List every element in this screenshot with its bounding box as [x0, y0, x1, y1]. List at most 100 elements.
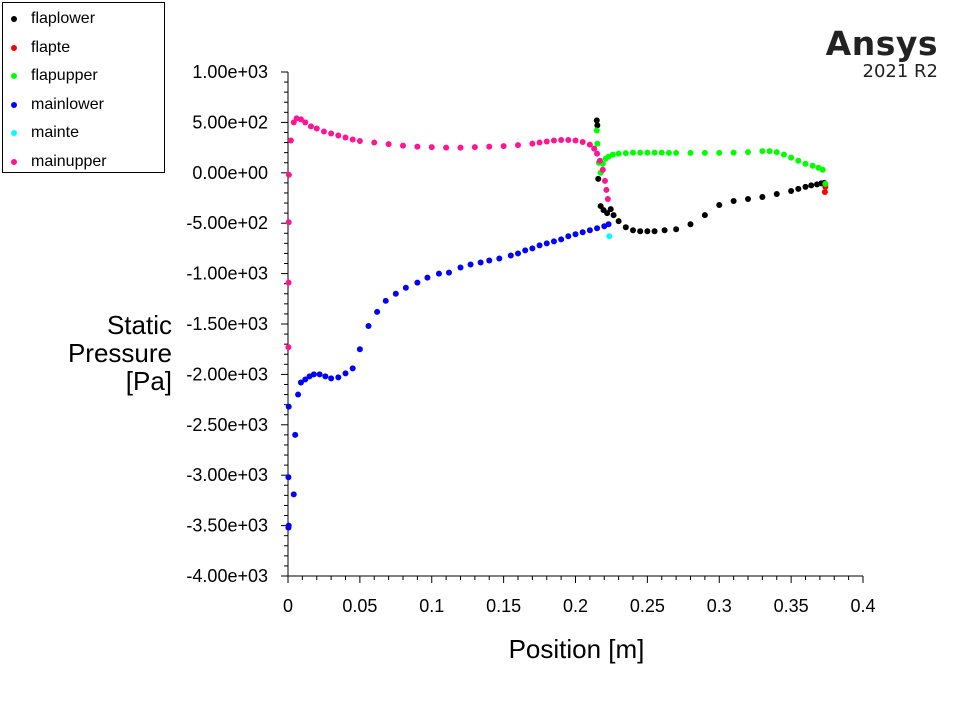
point-flapupper — [745, 149, 751, 156]
brand-name: Ansys — [825, 24, 938, 63]
point-mainlower — [515, 250, 521, 257]
point-mainlower — [322, 373, 329, 380]
legend-marker — [11, 130, 17, 136]
point-flaplower — [610, 212, 617, 219]
point-flaplower — [637, 228, 644, 235]
point-mainlower — [316, 371, 323, 378]
legend: flaplower flapte flapupper mainlower mainte m… — [2, 2, 165, 173]
legend-item-flaplower: flaplower — [11, 9, 95, 29]
point-flapupper — [773, 149, 780, 156]
point-mainupper — [342, 134, 349, 141]
point-mainupper — [543, 138, 550, 145]
point-flapupper — [716, 149, 723, 156]
point-mainlower — [446, 269, 452, 276]
legend-marker — [11, 158, 17, 165]
point-flapupper — [809, 162, 816, 169]
point-flaplower — [795, 185, 802, 192]
point-flapupper — [644, 149, 651, 156]
legend-marker — [11, 16, 17, 22]
point-mainlower — [558, 236, 565, 243]
point-mainlower — [290, 491, 297, 498]
x-tick-label: 0.15 — [486, 596, 521, 616]
y-tick-label: 0.00e+00 — [192, 163, 268, 183]
point-mainupper — [313, 125, 320, 132]
point-mainupper — [328, 130, 335, 137]
point-mainlower — [594, 225, 601, 232]
x-tick-label: 0.35 — [774, 596, 809, 616]
axes — [287, 72, 863, 577]
legend-label: flaplower — [31, 10, 96, 27]
point-mainupper — [349, 136, 356, 143]
point-mainupper — [565, 137, 572, 144]
point-mainupper — [287, 137, 294, 144]
ansys-logo: Ansys 2021 R2 — [826, 24, 938, 82]
point-mainupper — [457, 144, 464, 151]
point-flaplower — [607, 206, 614, 213]
legend-label: flapte — [31, 38, 71, 56]
point-flapupper — [665, 149, 672, 156]
point-mainupper — [385, 141, 392, 148]
y-tick-label: -2.00e+03 — [186, 364, 268, 384]
point-mainlower — [349, 365, 356, 372]
point-mainlower — [457, 264, 464, 271]
point-mainlower — [285, 522, 292, 529]
point-mainupper — [443, 144, 450, 151]
point-mainlower — [529, 245, 536, 252]
point-mainupper — [302, 119, 309, 126]
legend-item-mainte: mainte — [11, 123, 79, 143]
y-tick-label: 1.00e+03 — [192, 62, 268, 82]
x-tick-label: 0.1 — [419, 596, 444, 616]
point-flaplower — [673, 226, 680, 233]
point-flaplower — [759, 193, 766, 200]
point-mainupper — [285, 279, 292, 286]
legend-label: flapupper — [31, 67, 98, 84]
legend-marker — [11, 44, 17, 51]
point-mainlower — [328, 375, 335, 382]
point-mainupper — [371, 139, 378, 146]
y-axis-label: [Pa] — [126, 366, 172, 396]
point-mainupper — [356, 138, 363, 145]
point-flaplower — [622, 224, 629, 231]
point-mainlower — [435, 270, 442, 277]
x-tick-label: 0.05 — [342, 596, 377, 616]
point-mainlower — [467, 261, 474, 268]
point-mainupper — [515, 142, 521, 149]
point-mainupper — [308, 123, 314, 130]
point-flaplower — [630, 227, 636, 234]
point-mainupper — [285, 171, 292, 178]
point-mainupper — [558, 137, 565, 144]
point-mainupper — [335, 132, 342, 139]
point-mainlower — [550, 238, 557, 245]
point-mainupper — [285, 219, 292, 226]
point-mainlower — [507, 252, 514, 259]
point-mainupper — [320, 128, 327, 135]
point-mainupper — [550, 137, 557, 144]
y-axis-label: Pressure — [68, 338, 172, 368]
legend-marker — [11, 73, 17, 79]
point-flaplower — [661, 227, 668, 234]
legend-item-mainlower: mainlower — [11, 95, 104, 115]
legend-item-mainupper: mainupper — [11, 152, 107, 172]
point-flapupper — [819, 166, 826, 173]
point-mainlower — [522, 247, 529, 254]
point-flaplower — [644, 228, 651, 235]
point-mainlower — [285, 474, 292, 481]
point-mainupper — [594, 150, 601, 157]
point-mainupper — [599, 166, 606, 173]
point-flaplower — [802, 183, 809, 190]
point-mainupper — [400, 142, 406, 149]
point-mainlower — [586, 227, 593, 234]
y-tick-label: -1.50e+03 — [186, 314, 268, 334]
point-mainlower — [565, 233, 572, 240]
point-flaplower — [773, 190, 780, 197]
point-mainupper — [596, 157, 603, 164]
point-mainlower — [295, 391, 302, 398]
point-mainlower — [402, 284, 409, 291]
point-flapupper — [822, 180, 829, 187]
legend-item-flapupper: flapupper — [11, 66, 98, 86]
point-mainupper — [604, 196, 611, 203]
point-flaplower — [716, 202, 723, 209]
point-flapupper — [701, 149, 708, 156]
point-mainupper — [536, 139, 543, 146]
